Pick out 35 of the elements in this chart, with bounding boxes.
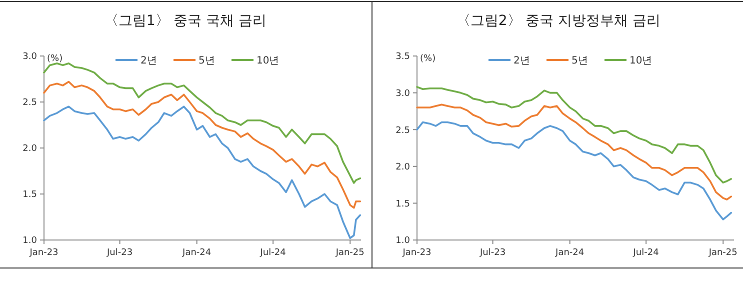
- line-series: [43, 80, 362, 209]
- line-series: [416, 121, 732, 220]
- y-tick-label: 2.5: [22, 98, 37, 108]
- y-tick-label: 2.0: [396, 162, 410, 173]
- legend-label: 10년: [630, 56, 652, 66]
- legend-label: 2년: [140, 56, 157, 66]
- y-axis-title: (%): [47, 54, 63, 64]
- x-tick-label: Jan-25: [334, 248, 364, 258]
- x-tick-label: Jan-24: [554, 248, 584, 258]
- legend-label: 10년: [256, 56, 280, 66]
- legend-label: 5년: [572, 56, 588, 66]
- x-tick-label: Jan-24: [182, 248, 212, 258]
- legend-label: 5년: [198, 56, 215, 66]
- y-tick-label: 1.0: [22, 236, 38, 246]
- x-tick-label: Jan-23: [402, 248, 432, 258]
- x-tick-label: Jul-23: [479, 248, 506, 258]
- y-tick-label: 1.5: [396, 199, 410, 210]
- y-tick-label: 3.0: [396, 88, 410, 99]
- y-tick-label: 2.0: [22, 144, 38, 154]
- y-tick-label: 1.0: [396, 236, 410, 246]
- x-tick-label: Jan-25: [708, 248, 738, 258]
- chart-title: 〈그림2〉 중국 지방정부채 금리: [456, 13, 661, 29]
- x-tick-label: Jan-23: [28, 248, 58, 258]
- y-tick-label: 3.0: [22, 52, 38, 62]
- y-tick-label: 3.5: [396, 52, 410, 62]
- line-series: [416, 104, 732, 200]
- x-tick-label: Jul-24: [632, 248, 660, 258]
- legend-label: 2년: [514, 56, 530, 66]
- y-axis-title: (%): [420, 54, 436, 64]
- y-tick-label: 1.5: [22, 190, 37, 200]
- chart-title: 〈그림1〉 중국 국채 금리: [104, 13, 267, 29]
- x-tick-label: Jul-24: [259, 248, 286, 258]
- line-series: [416, 86, 732, 184]
- y-tick-label: 2.5: [396, 126, 410, 136]
- x-tick-label: Jul-23: [106, 248, 133, 258]
